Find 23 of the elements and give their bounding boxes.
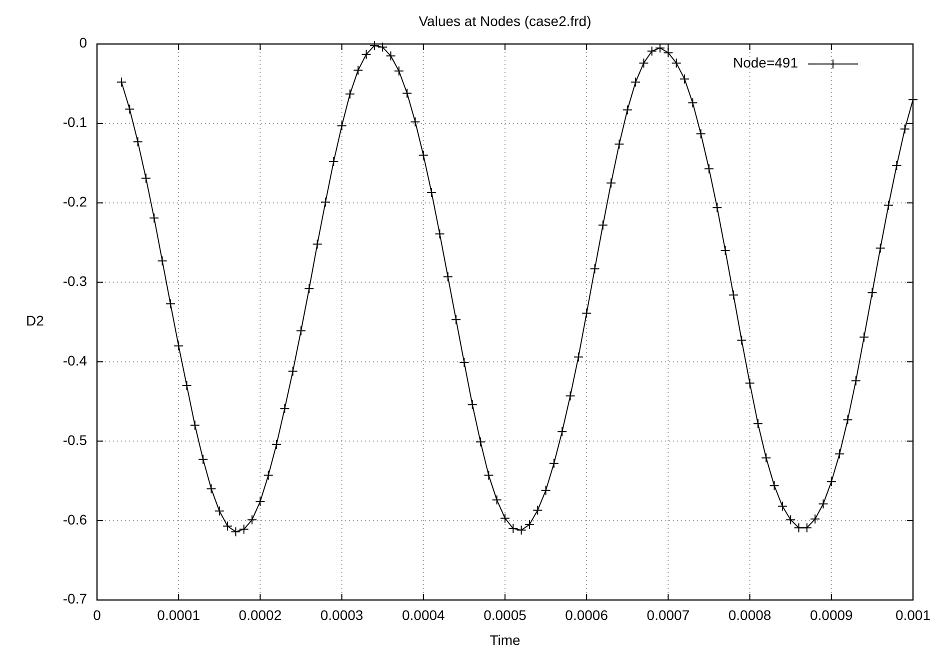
y-tick-label: 0	[79, 34, 88, 51]
chart-title: Values at Nodes (case2.frd)	[418, 13, 592, 29]
y-tick-label: -0.4	[62, 352, 88, 368]
x-tick-label: 0.0001	[157, 607, 200, 623]
x-tick-label: 0	[93, 607, 102, 623]
x-tick-label: 0.0008	[728, 607, 772, 623]
y-tick-label: -0.5	[62, 432, 88, 448]
x-tick-label: 0.0006	[565, 607, 608, 623]
legend-label: Node=491	[732, 54, 798, 71]
x-tick-label: 0.0003	[320, 607, 364, 623]
y-tick-label: -0.6	[62, 511, 88, 528]
y-tick-label: -0.2	[62, 194, 88, 210]
x-tick-label: 0.0004	[402, 607, 446, 623]
x-axis-title: Time	[490, 632, 521, 648]
x-tick-label: 0.0005	[484, 607, 527, 623]
x-tick-label: 0.0007	[646, 607, 690, 623]
x-tick-label: 0.0002	[238, 607, 282, 623]
x-tick-label: 0.0009	[810, 607, 854, 623]
y-axis-title: D2	[26, 312, 44, 329]
x-tick-label: 0.001	[895, 607, 931, 623]
y-tick-label: -0.1	[62, 114, 88, 130]
y-tick-label: -0.3	[62, 272, 88, 289]
y-tick-label: -0.7	[62, 590, 88, 607]
